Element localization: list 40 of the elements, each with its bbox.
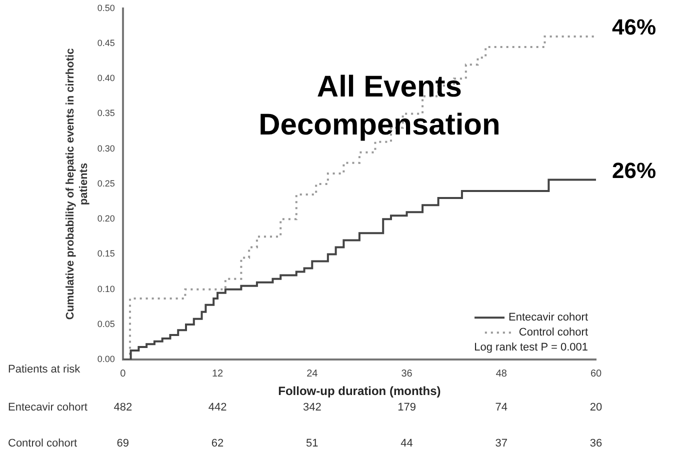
annotation: 26%: [612, 158, 656, 183]
text: 62: [211, 438, 224, 450]
text: 44: [400, 438, 413, 450]
x-tick-label: 60: [590, 368, 602, 380]
x-tick-label: 0: [120, 368, 126, 380]
annotation: Log rank test P = 0.001: [474, 342, 588, 354]
text: 442: [208, 402, 227, 414]
text: 69: [116, 438, 130, 450]
y-tick-label: 0.05: [97, 318, 115, 329]
legend-label: Control cohort: [518, 326, 588, 339]
y-tick-label: 0.10: [97, 284, 115, 294]
text: 74: [495, 402, 508, 414]
x-tick-label: 12: [212, 368, 224, 380]
text: Patients at risk: [8, 364, 81, 376]
text: 342: [302, 402, 322, 414]
y-tick-label: 0.40: [97, 73, 115, 84]
legend-label: Entecavir cohort: [508, 312, 588, 324]
x-tick-label: 48: [496, 368, 508, 380]
text: 37: [495, 438, 508, 450]
y-tick-label: 0.00: [97, 354, 115, 364]
y-tick-label: 0.25: [97, 178, 115, 188]
text: All Events Decompensation: [258, 70, 500, 142]
y-tick-label: 0.20: [97, 214, 115, 224]
x-tick-label: 24: [306, 368, 318, 380]
text: 482: [114, 402, 132, 414]
text: 20: [590, 402, 602, 414]
y-tick-label: 0.35: [97, 108, 115, 118]
text: 51: [306, 438, 318, 450]
x-axis-title: Follow-up duration (months): [278, 384, 441, 398]
y-tick-label: 0.15: [97, 248, 115, 259]
text: Control cohort: [8, 438, 78, 450]
y-axis-title: Cumulative probability of hepatic events in cirrhotic patients: [64, 48, 90, 320]
x-tick-label: 36: [401, 368, 413, 380]
annotation: 46%: [612, 14, 656, 40]
y-tick-label: 0.50: [97, 2, 115, 13]
text: 179: [398, 402, 416, 414]
y-tick-label: 0.45: [97, 38, 115, 48]
text: 36: [590, 438, 602, 450]
text: Entecavir cohort: [8, 402, 88, 414]
y-tick-label: 0.30: [97, 143, 115, 154]
